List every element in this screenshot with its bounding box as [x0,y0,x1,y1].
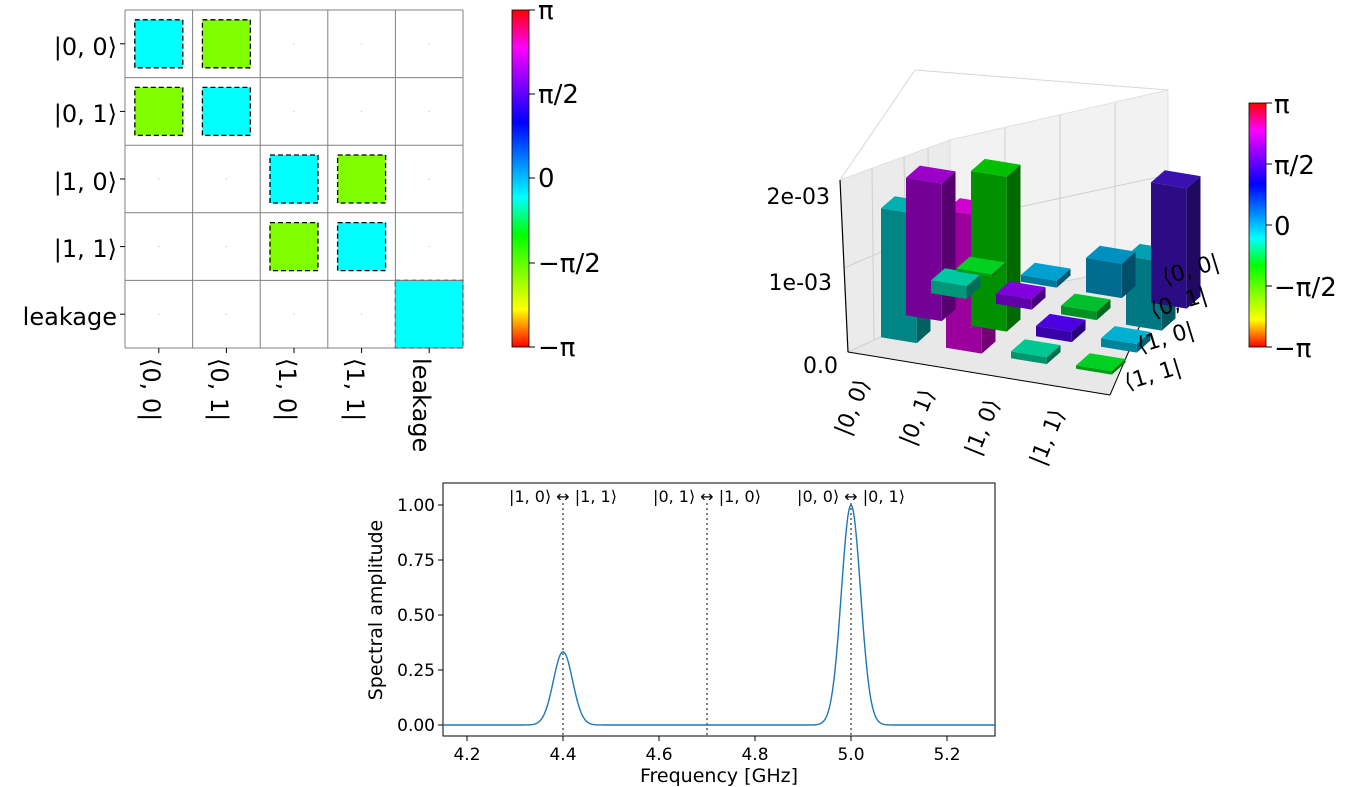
bar3d-bar [1021,262,1071,288]
colorbar-1-gradient [511,9,530,348]
matrix-cell [336,221,387,272]
matrix-col-label: leakage [407,358,435,452]
bar3d-y-tick: ⟨1, 1| [1121,355,1184,396]
matrix-cell [201,86,252,137]
matrix-empty-cell [428,246,430,248]
y-tick-label: 0.50 [397,606,435,626]
colorbar-2-tick: 0 [1274,212,1291,242]
transition-label: |0, 1⟩ ↔ |1, 0⟩ [653,487,761,506]
matrix-empty-cell [158,246,160,248]
colorbar-1-tick: −π [538,333,575,363]
matrix-cell [134,86,184,137]
x-ticks: 4.2 4.4 4.6 4.8 5.0 5.2 [453,736,961,765]
bar3d-bar [1076,353,1126,375]
colorbar-1-tick: π/2 [538,80,579,110]
colorbar-2-tick: −π/2 [1274,273,1337,303]
matrix-empty-cell [293,43,295,45]
y-tick-label: 0.25 [397,661,435,681]
transition-label: |1, 0⟩ ↔ |1, 1⟩ [509,487,617,506]
spectrum-plot-area [442,482,996,737]
bar3d-x-tick: |1, 0⟩ [961,396,1006,459]
x-tick-label: 4.4 [549,745,576,765]
matrix-col-label: ⟨1, 0| [273,358,301,421]
matrix-row-label: |1, 0⟩ [54,168,117,196]
colorbar-2-gradient [1248,102,1267,348]
matrix-cell [336,154,387,204]
bar3d-x-tick: |0, 1⟩ [896,386,941,449]
matrix-cell [269,154,319,204]
matrix-col-label: ⟨1, 1| [341,358,369,421]
spectrum-chart: 4.2 4.4 4.6 4.8 5.0 5.2 0.000.250.500.751.00 … [365,482,996,787]
y-axis-label: Spectral amplitude [365,520,387,701]
colorbar-1-tick: 0 [538,164,555,194]
x-tick-label: 4.2 [453,745,480,765]
matrix-col-label: ⟨0, 1| [205,358,233,421]
bar3d-bar [1036,313,1086,343]
bar3d-z-tick: 2e-03 [767,185,830,210]
phase-colorbar-1: π π/2 0 −π/2 −π [511,0,601,363]
x-tick-label: 4.6 [645,745,672,765]
matrix-row-label: |0, 0⟩ [54,33,117,61]
matrix-empty-cell [225,313,227,315]
transition-lines [562,503,852,736]
x-tick-label: 4.8 [741,745,768,765]
matrix-empty-cell [428,110,430,112]
colorbar-2-tick: π [1274,90,1290,120]
bar3d-bar [956,256,1006,278]
matrix-empty-cell [293,110,295,112]
matrix-empty-cell [361,110,363,112]
matrix-cell [269,221,319,272]
colorbar-1-tick: π [538,0,554,26]
bar3d-x-tick: |0, 0⟩ [831,376,876,439]
matrix-cell [201,19,252,69]
density-matrix-chart: |0, 0⟩ |0, 1⟩ |1, 0⟩ |1, 1⟩ leakage ⟨0, … [23,9,464,452]
bar3d-bar [1101,326,1151,353]
matrix-cells [134,19,464,349]
bar3d-bar [1011,339,1061,365]
y-tick-label: 0.00 [397,716,435,736]
matrix-empty-cell [428,43,430,45]
bar3d-z-tick: 0.0 [803,354,838,379]
x-axis-label: Frequency [GHz] [640,765,798,787]
matrix-empty-cell [361,313,363,315]
matrix-empty-cell [158,313,160,315]
matrix-empty-cell [158,178,160,180]
y-tick-label: 1.00 [397,496,435,516]
matrix-row-label: leakage [23,303,117,331]
x-tick-label: 5.0 [837,745,864,765]
matrix-empty-cell [361,43,363,45]
transition-annotations: |1, 0⟩ ↔ |1, 1⟩ |0, 1⟩ ↔ |1, 0⟩ |0, 0⟩ ↔ |… [509,487,905,506]
matrix-row-label: |1, 1⟩ [54,235,117,263]
matrix-empty-cell [225,178,227,180]
phase-colorbar-2: π π/2 0 −π/2 −π [1248,90,1337,364]
spectrum-series-line [443,504,995,726]
bar3d-z-tick: 1e-03 [769,271,832,296]
matrix-empty-cell [428,178,430,180]
bar3d-bar [1086,245,1136,299]
matrix-row-label: |0, 1⟩ [54,100,117,128]
matrix-empty-cell [293,313,295,315]
y-tick-label: 0.75 [397,551,435,571]
bar3d-bar [1151,170,1201,309]
matrix-cell [134,19,184,69]
matrix-cell [394,279,464,349]
bar3d-bar [996,281,1046,310]
y-ticks: 0.00 0.25 0.50 0.75 1.00 [397,496,443,736]
transition-label: |0, 0⟩ ↔ |0, 1⟩ [797,487,905,506]
colorbar-2-tick: −π [1274,334,1311,364]
matrix-col-label: ⟨0, 0| [137,358,165,421]
bar3d-x-tick: |1, 1⟩ [1026,406,1071,469]
x-tick-label: 5.2 [933,745,960,765]
matrix-empty-cell [225,246,227,248]
colorbar-2-tick: π/2 [1274,151,1315,181]
bar3d-bar [906,165,956,322]
bar3d-bars [881,158,1201,375]
colorbar-1-tick: −π/2 [538,249,601,279]
bar3d-chart: 0.0 1e-03 2e-03 |0, 0⟩ |0, 1⟩ |1, 0⟩ |1,… [767,69,1222,469]
matrix-grid [120,9,464,353]
bar3d-bar [1061,293,1111,321]
